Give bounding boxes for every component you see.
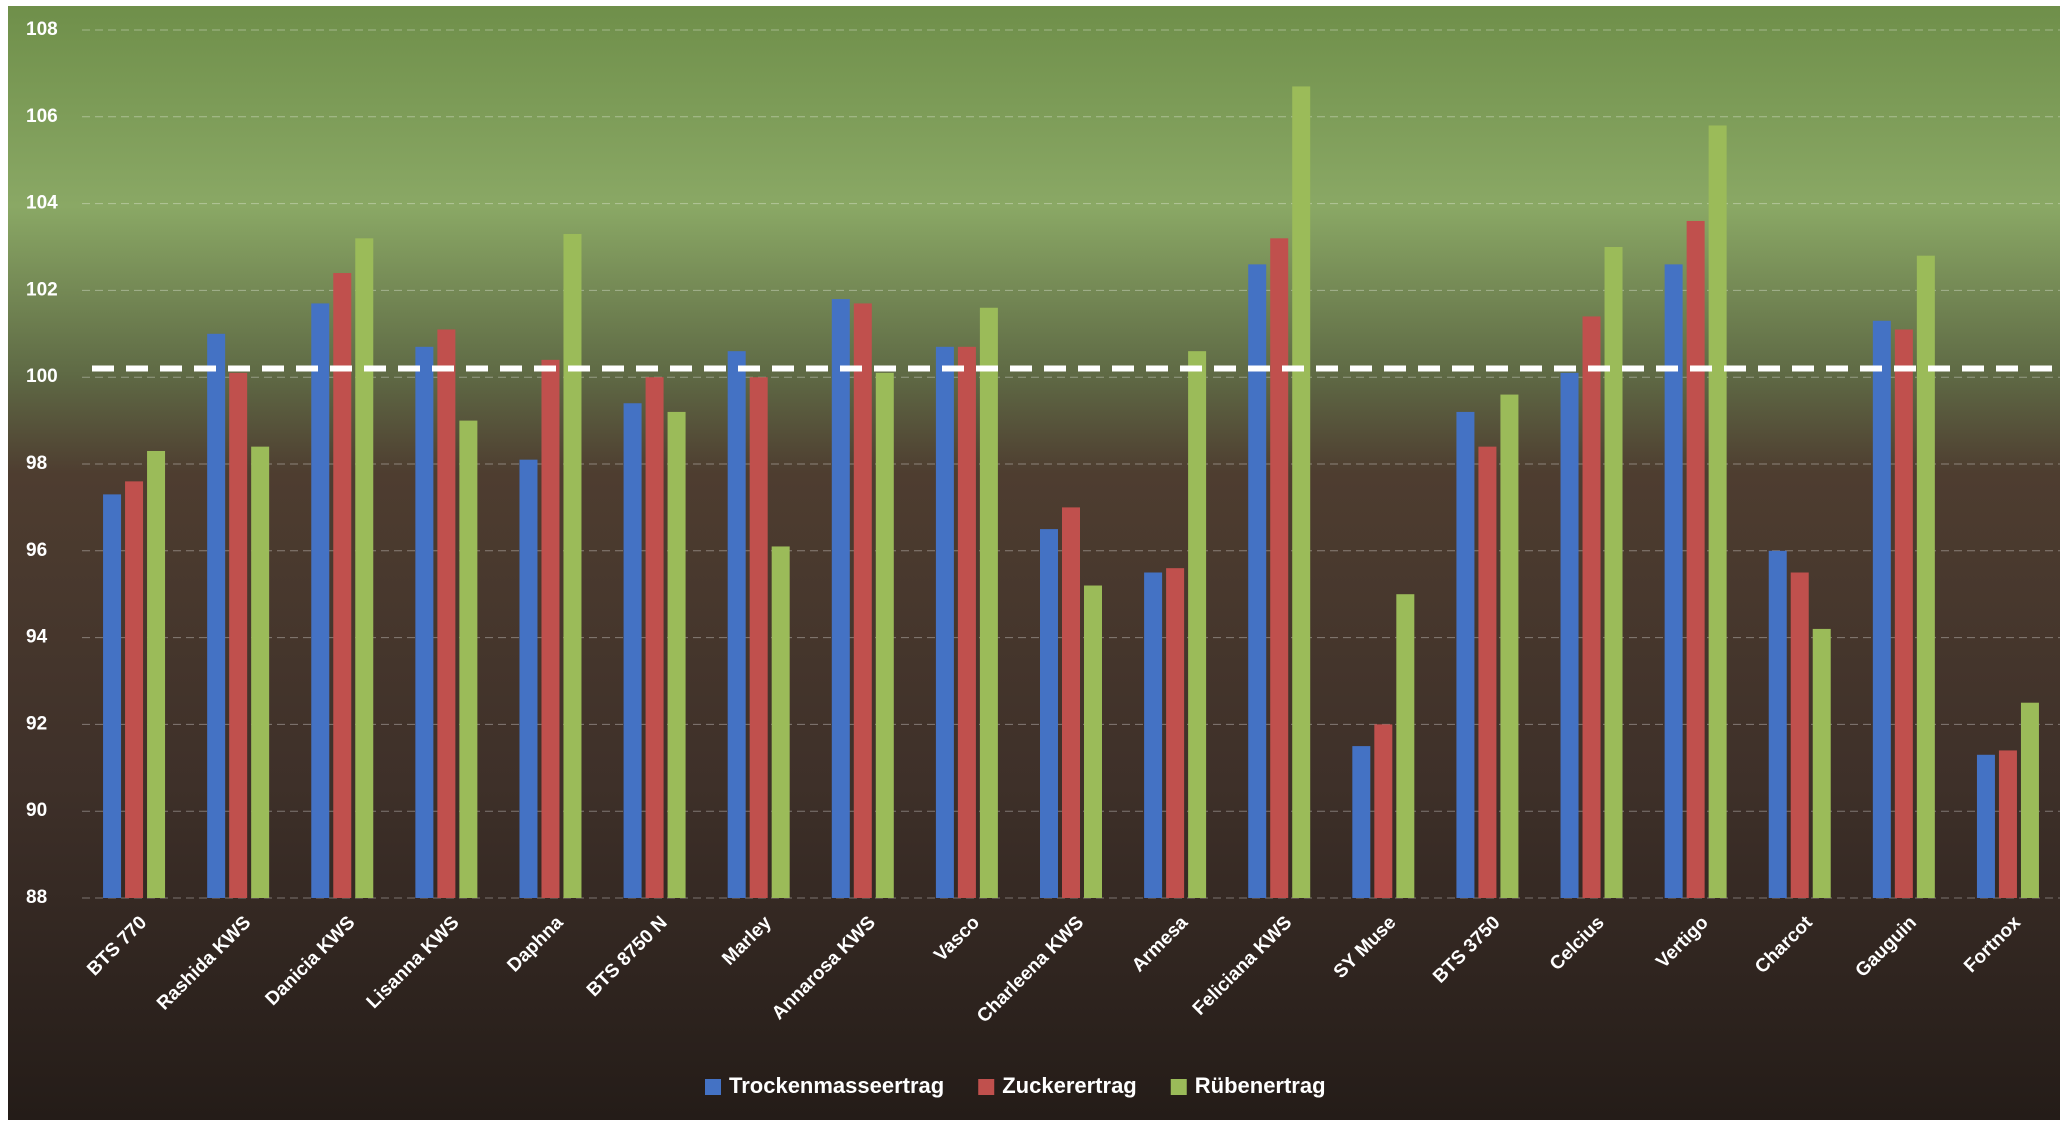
bar (935, 346, 954, 898)
bar (1664, 264, 1683, 898)
bar (355, 238, 374, 898)
legend-label: Trockenmasseertrag (729, 1073, 944, 1098)
bar (1894, 329, 1913, 899)
bar (1166, 568, 1185, 898)
bar (1188, 351, 1207, 898)
bar (667, 411, 686, 898)
y-tick-label: 108 (26, 19, 58, 40)
bar (1768, 550, 1787, 898)
bar (1084, 585, 1102, 898)
bar (1500, 394, 1519, 898)
legend-label: Zuckerertrag (1002, 1073, 1137, 1098)
bar (541, 359, 560, 899)
bar (563, 233, 582, 899)
y-tick-label: 98 (26, 453, 47, 474)
bar (1790, 572, 1809, 898)
legend-label: Rübenertrag (1195, 1073, 1326, 1098)
bar (1916, 255, 1935, 898)
bar (1812, 628, 1831, 898)
bar (979, 307, 998, 898)
bar (875, 372, 894, 898)
bar (1872, 320, 1891, 898)
bar (1976, 754, 1995, 898)
y-tick-label: 100 (26, 366, 58, 387)
bar (1582, 316, 1601, 898)
bar (1040, 529, 1058, 898)
bar (103, 494, 122, 898)
bar (1560, 372, 1579, 898)
legend-swatch (705, 1079, 721, 1095)
bar (1686, 220, 1705, 898)
bar (415, 346, 434, 898)
y-tick-label: 92 (26, 713, 47, 734)
bar (519, 459, 538, 898)
bar (1374, 724, 1393, 898)
bar (771, 546, 790, 898)
bar (623, 403, 642, 898)
legend-swatch (978, 1079, 995, 1095)
bar (1998, 750, 2017, 898)
bar (333, 273, 352, 898)
bar (1604, 247, 1623, 898)
y-tick-label: 88 (26, 887, 47, 908)
bar (957, 346, 976, 898)
bar (459, 420, 478, 898)
bar (1248, 264, 1267, 898)
bar (207, 333, 226, 898)
y-tick-label: 104 (26, 193, 58, 214)
y-tick-label: 96 (26, 540, 47, 561)
bar (831, 299, 850, 899)
bar (1396, 594, 1415, 898)
bar (437, 329, 456, 899)
bar (229, 372, 248, 898)
bar (1270, 238, 1289, 898)
bar (1144, 572, 1163, 898)
bar (1708, 125, 1727, 899)
y-tick-label: 94 (26, 627, 48, 648)
y-tick-label: 90 (26, 800, 47, 821)
bar (727, 351, 746, 898)
bar (125, 481, 144, 898)
bar (1062, 507, 1080, 898)
legend-swatch (1170, 1079, 1187, 1095)
bar (311, 303, 330, 898)
bar (749, 377, 768, 898)
bar (1478, 446, 1497, 898)
bar (1456, 411, 1475, 898)
bar (147, 450, 166, 898)
y-tick-label: 106 (26, 106, 58, 127)
bar (1352, 746, 1371, 898)
bar (853, 303, 872, 898)
bar (251, 446, 270, 898)
bar (1292, 86, 1311, 899)
bar (645, 377, 664, 898)
y-tick-label: 102 (26, 279, 58, 300)
bar (2020, 702, 2039, 898)
